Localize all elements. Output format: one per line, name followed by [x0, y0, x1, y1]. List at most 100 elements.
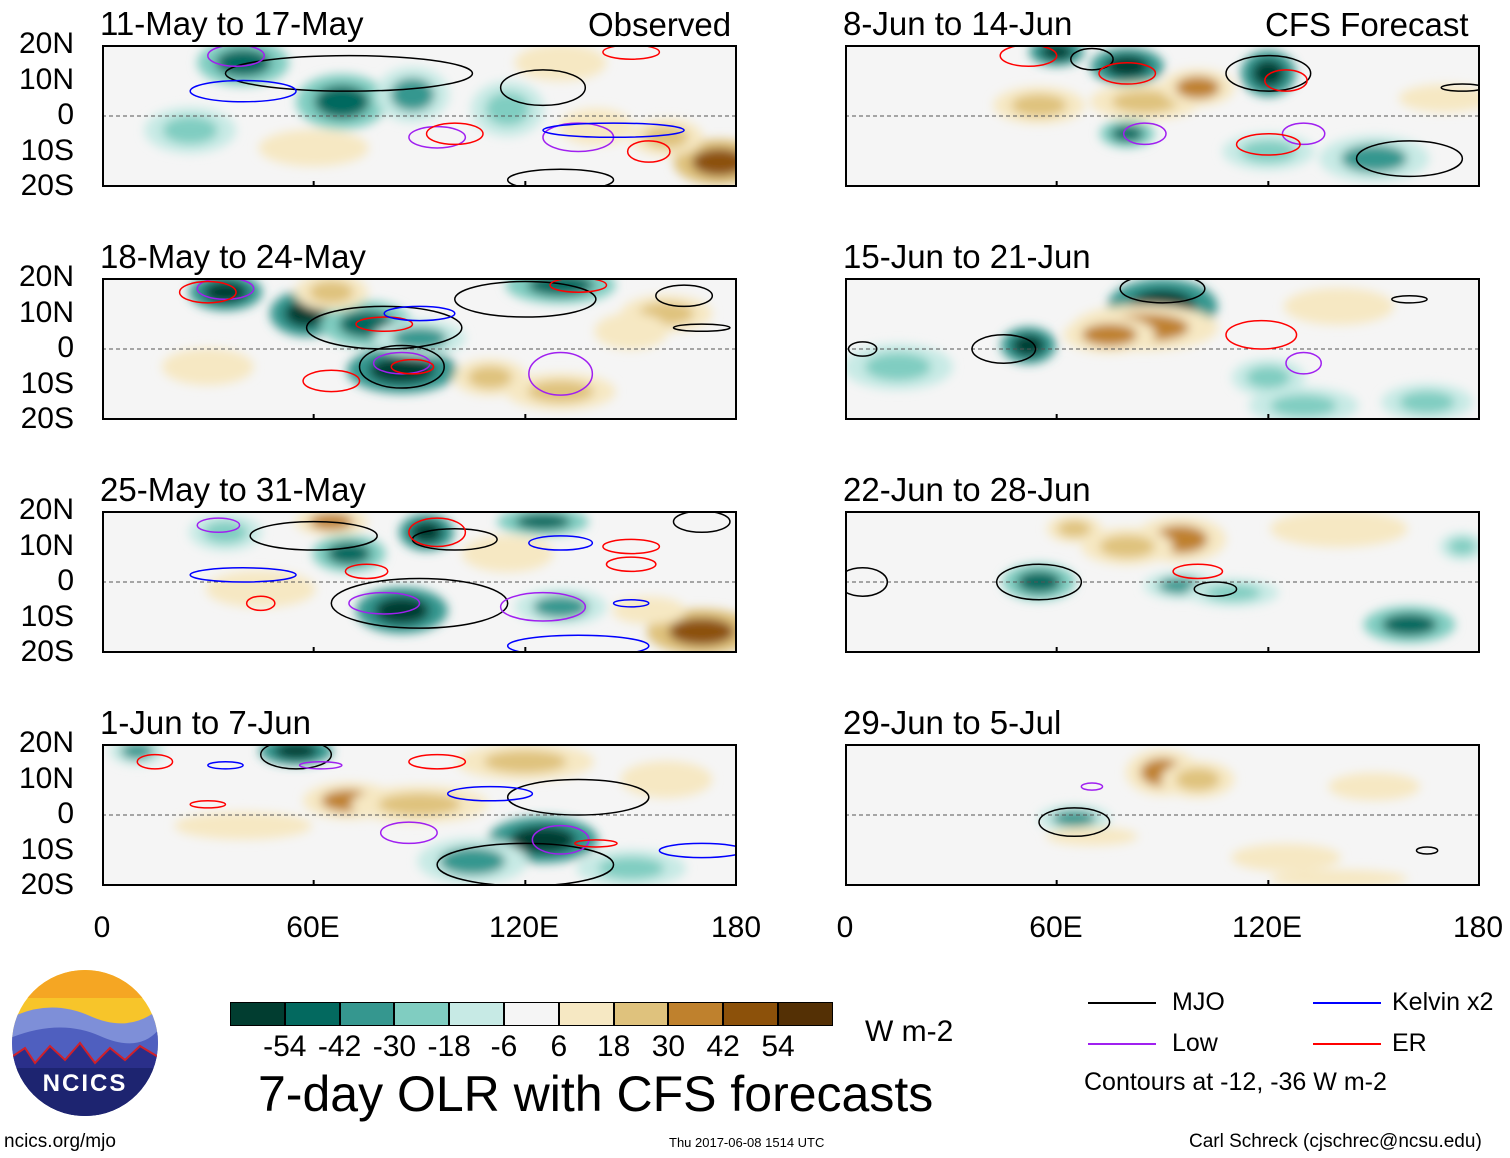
lat-label: 20S [20, 169, 74, 202]
legend-mjo: MJO [1172, 988, 1225, 1016]
map-panel [845, 278, 1480, 420]
lat-label: 10N [18, 295, 74, 329]
olr-anomaly [162, 116, 218, 145]
olr-anomaly [1099, 535, 1155, 558]
colorbar-swatch [668, 1002, 724, 1026]
olr-anomaly [1011, 94, 1067, 117]
panel-frame [845, 45, 1480, 187]
colorbar-label: -30 [372, 1030, 417, 1063]
lon-label: 0 [836, 911, 854, 944]
colorbar-label: 30 [651, 1030, 686, 1063]
lon-label: 120E [1231, 911, 1303, 944]
olr-anomaly [527, 380, 594, 403]
lon-label: 120E [488, 911, 560, 944]
colorbar-units: W m-2 [865, 1015, 954, 1048]
contour-kelvin [383, 305, 456, 322]
contour-mjo [1225, 54, 1312, 92]
lon-label: 60E [286, 911, 340, 944]
contour-note: Contours at -12, -36 W m-2 [1084, 1068, 1387, 1096]
lat-label: 20N [18, 493, 74, 526]
olr-anomaly [390, 78, 435, 112]
contour-mjo [1415, 846, 1439, 855]
lat-label: 20S [20, 402, 74, 435]
contour-kelvin [658, 842, 737, 859]
lat-label: 10S [20, 366, 74, 400]
panel-title: 15-Jun to 21-Jun [843, 238, 1091, 275]
olr-anomaly [468, 366, 513, 389]
colorbar-label: 18 [596, 1030, 631, 1063]
olr-anomaly [1175, 76, 1220, 99]
olr-anomaly [280, 136, 347, 160]
footer-url[interactable]: ncics.org/mjo [4, 1131, 116, 1152]
panel-frame [102, 511, 737, 653]
contour-mjo [672, 323, 731, 333]
contour-mjo [249, 520, 378, 551]
lat-label: 10N [18, 62, 74, 96]
lon-label: 180 [1452, 911, 1504, 944]
lat-label: 10N [18, 528, 74, 562]
panel-frame [845, 278, 1480, 420]
lon-label: 60E [1029, 911, 1083, 944]
olr-anomaly [480, 542, 536, 565]
contour-mjo [305, 305, 463, 350]
colorbar-swatch [230, 1002, 285, 1026]
contour-mjo [454, 280, 597, 318]
lat-label: 10S [20, 599, 74, 633]
olr-anomaly [864, 352, 931, 381]
contour-low [1281, 122, 1326, 146]
colorbar-swatch [284, 1002, 340, 1026]
contour-er [1235, 133, 1301, 156]
map-panel [102, 278, 737, 420]
contour-low [196, 278, 255, 301]
colorbar-swatch [723, 1002, 778, 1026]
lat-label: 0 [57, 564, 74, 597]
panel-frame [102, 744, 737, 886]
colorbar-swatch [339, 1002, 395, 1026]
olr-anomaly [1110, 125, 1144, 143]
contour-mjo [358, 344, 445, 389]
lat-label: 20N [18, 27, 74, 60]
olr-anomaly [1105, 55, 1150, 78]
colorbar-label: 42 [706, 1030, 740, 1063]
olr-anomaly [573, 115, 618, 138]
contour-er [136, 753, 174, 770]
olr-anomaly [1252, 849, 1319, 866]
map-panel [845, 45, 1480, 187]
contour-mjo [655, 284, 714, 308]
contour-kelvin [189, 567, 297, 583]
contour-er [602, 45, 661, 60]
contour-mjo [845, 567, 889, 597]
olr-anomaly [1052, 810, 1097, 827]
contour-kelvin [528, 535, 594, 551]
contour-mjo [1070, 47, 1114, 71]
panel-frame [845, 511, 1480, 653]
contour-er [408, 753, 467, 770]
contour-low [207, 45, 266, 68]
colorbar-label: -42 [317, 1030, 362, 1063]
colorbar-swatch [394, 1002, 450, 1026]
olr-anomaly [509, 826, 576, 854]
lat-label: 20S [20, 868, 74, 901]
contour-er [626, 140, 671, 163]
contour-er [1098, 62, 1157, 85]
main-title: 7-day OLR with CFS forecasts [258, 1066, 934, 1122]
olr-anomaly [326, 542, 371, 565]
lat-label: 0 [57, 331, 74, 364]
lat-label: 0 [57, 797, 74, 830]
contour-kelvin [612, 599, 650, 608]
olr-anomaly [1240, 140, 1296, 163]
panel-title: 1-Jun to 7-Jun [100, 704, 311, 741]
contour-er [999, 45, 1058, 68]
lon-label: 180 [710, 911, 762, 944]
lat-label: 20N [18, 726, 74, 759]
contour-kelvin [207, 761, 244, 770]
olr-anomaly [1381, 613, 1437, 636]
contour-low [408, 125, 467, 149]
olr-anomaly [1399, 391, 1455, 414]
contour-mjo [1038, 807, 1111, 838]
olr-anomaly [533, 51, 589, 74]
forecast-label: CFS Forecast [1265, 6, 1469, 43]
olr-anomaly [378, 793, 461, 816]
olr-anomaly [1246, 366, 1291, 389]
